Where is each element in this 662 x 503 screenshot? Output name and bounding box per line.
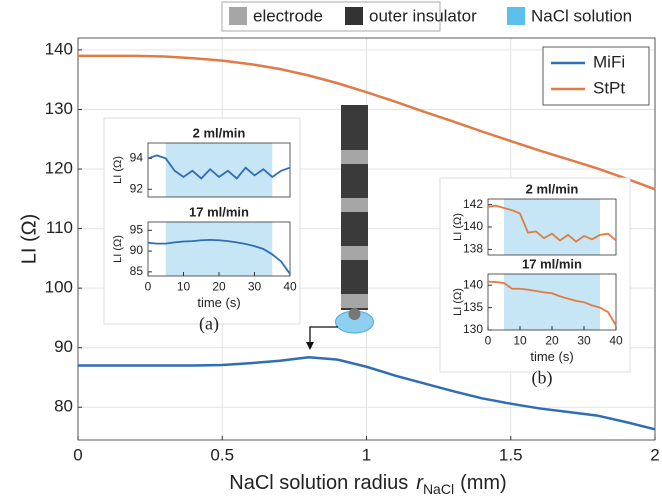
y-tick-label: 85 [130, 264, 144, 278]
x-label-var: r [416, 472, 424, 494]
diagram-legend-swatch [507, 7, 525, 25]
data-line [487, 204, 617, 243]
x-axis-label: NaCl solution radius rNaCl (mm) [229, 472, 506, 496]
x-tick-label: 0.5 [210, 446, 234, 465]
electrode-band [341, 198, 368, 212]
y-tick-label: 135 [463, 300, 483, 314]
y-tick-label: 140 [463, 219, 483, 233]
y-tick-label: 90 [130, 243, 144, 257]
data-line [147, 154, 291, 180]
subplot-title: 17 ml/min [522, 256, 582, 271]
x-tick-label: 30 [577, 334, 591, 348]
y-axis-label: LI (Ω) [112, 235, 124, 263]
subplot-title: 2 ml/min [526, 181, 579, 196]
x-tick-label: 20 [545, 334, 559, 348]
y-tick-label: 130 [463, 322, 483, 336]
x-tick-label: 20 [212, 280, 226, 294]
y-tick-label: 110 [46, 218, 73, 237]
data-line [78, 54, 656, 191]
panel-label: (b) [532, 367, 553, 388]
electrode-band [341, 294, 368, 308]
x-axis-label: time (s) [530, 349, 573, 364]
y-tick-label: 100 [45, 278, 73, 297]
x-label-sub: NaCl [423, 481, 454, 497]
y-tick-label: 95 [130, 222, 144, 236]
y-tick-label: 138 [463, 242, 483, 256]
shaded-region [165, 143, 273, 197]
x-label-text: NaCl solution radius [229, 472, 408, 494]
y-tick-label: 120 [45, 159, 73, 178]
diagram-legend-swatch [229, 7, 247, 25]
x-tick-label: 1 [362, 446, 371, 465]
plot-frame [147, 142, 291, 198]
plot-frame [147, 221, 291, 277]
arrow [309, 326, 338, 345]
y-tick-label: 92 [130, 181, 144, 195]
y-tick-label: 142 [463, 197, 483, 211]
y-axis-label: LI (Ω) [452, 213, 464, 241]
shaded-region [165, 222, 273, 276]
data-line [487, 280, 617, 326]
x-tick-label: 2 [650, 446, 659, 465]
x-label-unit: (mm) [460, 472, 507, 494]
y-axis-label: LI (Ω) [112, 156, 124, 184]
electrode-drawing [306, 105, 374, 350]
legend-label: MiFi [593, 52, 625, 71]
plot-frame [487, 273, 617, 331]
y-tick-label: 90 [54, 337, 73, 356]
y-tick-label: 130 [45, 99, 73, 118]
y-tick-label: 94 [130, 151, 144, 165]
shaded-region [504, 199, 600, 255]
electrode-tip [348, 308, 361, 320]
subplot-title: 2 ml/min [193, 125, 246, 140]
data-line [147, 238, 291, 275]
data-line [78, 355, 656, 431]
y-axis-label: LI (Ω) [18, 214, 40, 265]
y-tick-label: 80 [54, 397, 73, 416]
x-tick-label: 0 [145, 280, 152, 294]
x-axis-label: time (s) [197, 295, 240, 310]
electrode-band [341, 246, 368, 260]
y-tick-label: 140 [463, 277, 483, 291]
diagram-legend-label: electrode [253, 6, 323, 25]
diagram-legend-label: NaCl solution [531, 6, 632, 25]
x-tick-label: 10 [513, 334, 527, 348]
x-tick-label: 40 [609, 334, 623, 348]
arrow-head [306, 342, 314, 350]
legend-label: StPt [593, 78, 625, 97]
x-tick-label: 1.5 [499, 446, 523, 465]
subplot-title: 17 ml/min [189, 204, 249, 219]
diagram-legend-swatch [345, 7, 363, 25]
plot-frame [77, 37, 656, 441]
y-axis-label: LI (Ω) [452, 288, 464, 316]
x-tick-label: 30 [248, 280, 262, 294]
x-tick-label: 40 [283, 280, 297, 294]
y-tick-label: 140 [45, 39, 73, 58]
x-tick-label: 10 [177, 280, 191, 294]
x-tick-label: 0 [73, 446, 82, 465]
legend-box [542, 46, 650, 106]
x-tick-label: 0 [485, 334, 492, 348]
diagram-legend-label: outer insulator [369, 6, 477, 25]
diagram-legend-box [221, 1, 441, 32]
panel-label: (a) [199, 313, 219, 334]
electrode-band [341, 150, 368, 164]
plot-frame [487, 198, 617, 256]
